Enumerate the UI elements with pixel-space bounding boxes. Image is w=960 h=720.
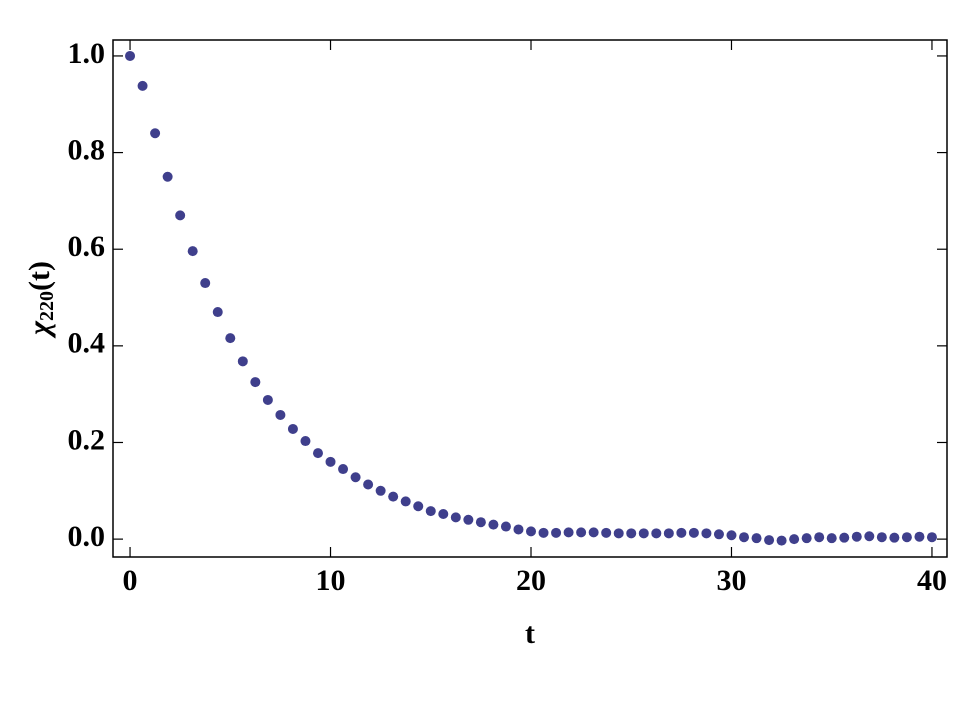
data-point bbox=[776, 535, 787, 546]
data-point bbox=[388, 491, 399, 502]
x-tick-label: 20 bbox=[516, 564, 546, 597]
data-point bbox=[162, 171, 173, 182]
data-point bbox=[801, 533, 812, 544]
x-tick-label: 0 bbox=[123, 564, 138, 597]
data-point bbox=[513, 524, 524, 535]
data-point bbox=[814, 532, 825, 543]
data-point bbox=[187, 246, 198, 257]
data-point bbox=[651, 528, 662, 539]
data-point bbox=[538, 527, 549, 538]
data-point bbox=[638, 528, 649, 539]
data-point bbox=[488, 519, 499, 530]
data-point bbox=[413, 501, 424, 512]
data-point bbox=[375, 485, 386, 496]
data-point bbox=[475, 517, 486, 528]
data-point bbox=[137, 80, 148, 91]
data-point bbox=[450, 512, 461, 523]
y-tick-label: 0.8 bbox=[68, 133, 106, 166]
data-point bbox=[526, 526, 537, 537]
data-point bbox=[262, 394, 273, 405]
data-point bbox=[864, 531, 875, 542]
data-point bbox=[901, 532, 912, 543]
data-point bbox=[225, 333, 236, 344]
data-point bbox=[463, 514, 474, 525]
y-tick-label: 0.0 bbox=[68, 520, 106, 553]
data-point bbox=[576, 527, 587, 538]
data-point bbox=[500, 521, 511, 532]
y-label-symbol: χ bbox=[23, 320, 56, 339]
data-point bbox=[363, 479, 374, 490]
data-point bbox=[425, 506, 436, 517]
data-point bbox=[325, 456, 336, 467]
data-point bbox=[601, 527, 612, 538]
data-point bbox=[914, 531, 925, 542]
data-point bbox=[563, 527, 574, 538]
y-label-subscript: 220 bbox=[36, 291, 58, 321]
data-point bbox=[839, 532, 850, 543]
data-point bbox=[400, 496, 411, 507]
data-point bbox=[175, 210, 186, 221]
data-point bbox=[438, 508, 449, 519]
x-axis-label: t bbox=[525, 617, 535, 650]
data-point bbox=[613, 528, 624, 539]
y-tick-label: 0.6 bbox=[68, 230, 106, 263]
data-point bbox=[626, 528, 637, 539]
data-point bbox=[350, 472, 361, 483]
y-tick-label: 0.4 bbox=[68, 327, 106, 360]
data-point bbox=[287, 423, 298, 434]
data-point bbox=[663, 528, 674, 539]
data-point bbox=[150, 128, 161, 139]
data-point bbox=[125, 50, 136, 61]
data-point bbox=[212, 307, 223, 318]
plot-frame bbox=[112, 39, 948, 558]
data-point bbox=[688, 527, 699, 538]
x-tick-label: 10 bbox=[316, 564, 346, 597]
y-tick-label: 0.2 bbox=[68, 423, 106, 456]
y-axis-label: χ220(t) bbox=[23, 261, 58, 339]
data-point bbox=[764, 535, 775, 546]
data-point bbox=[250, 377, 261, 388]
data-point bbox=[676, 527, 687, 538]
data-point bbox=[551, 527, 562, 538]
data-point bbox=[876, 532, 887, 543]
data-point bbox=[789, 534, 800, 545]
data-point bbox=[826, 533, 837, 544]
data-point bbox=[312, 448, 323, 459]
data-point bbox=[751, 533, 762, 544]
x-tick-label: 30 bbox=[716, 564, 746, 597]
data-point bbox=[701, 528, 712, 539]
data-point bbox=[338, 464, 349, 475]
y-label-argument: (t) bbox=[23, 261, 56, 291]
data-point bbox=[275, 409, 286, 420]
data-point bbox=[300, 436, 311, 447]
data-point bbox=[588, 527, 599, 538]
x-tick-label: 40 bbox=[917, 564, 947, 597]
data-point bbox=[851, 531, 862, 542]
data-point bbox=[889, 532, 900, 543]
data-point bbox=[713, 529, 724, 540]
data-point bbox=[726, 530, 737, 541]
data-point bbox=[200, 278, 211, 289]
data-point bbox=[237, 356, 248, 367]
data-point bbox=[926, 532, 937, 543]
y-tick-label: 1.0 bbox=[68, 37, 106, 70]
data-point bbox=[739, 532, 750, 543]
